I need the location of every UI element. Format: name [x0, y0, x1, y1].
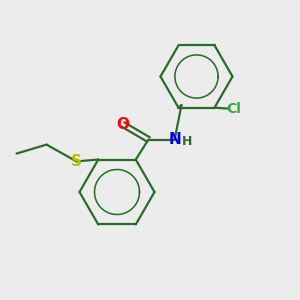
Text: Cl: Cl: [226, 102, 241, 116]
Text: H: H: [182, 135, 192, 148]
Text: O: O: [116, 117, 130, 132]
Text: S: S: [71, 154, 82, 169]
Text: N: N: [168, 132, 181, 147]
